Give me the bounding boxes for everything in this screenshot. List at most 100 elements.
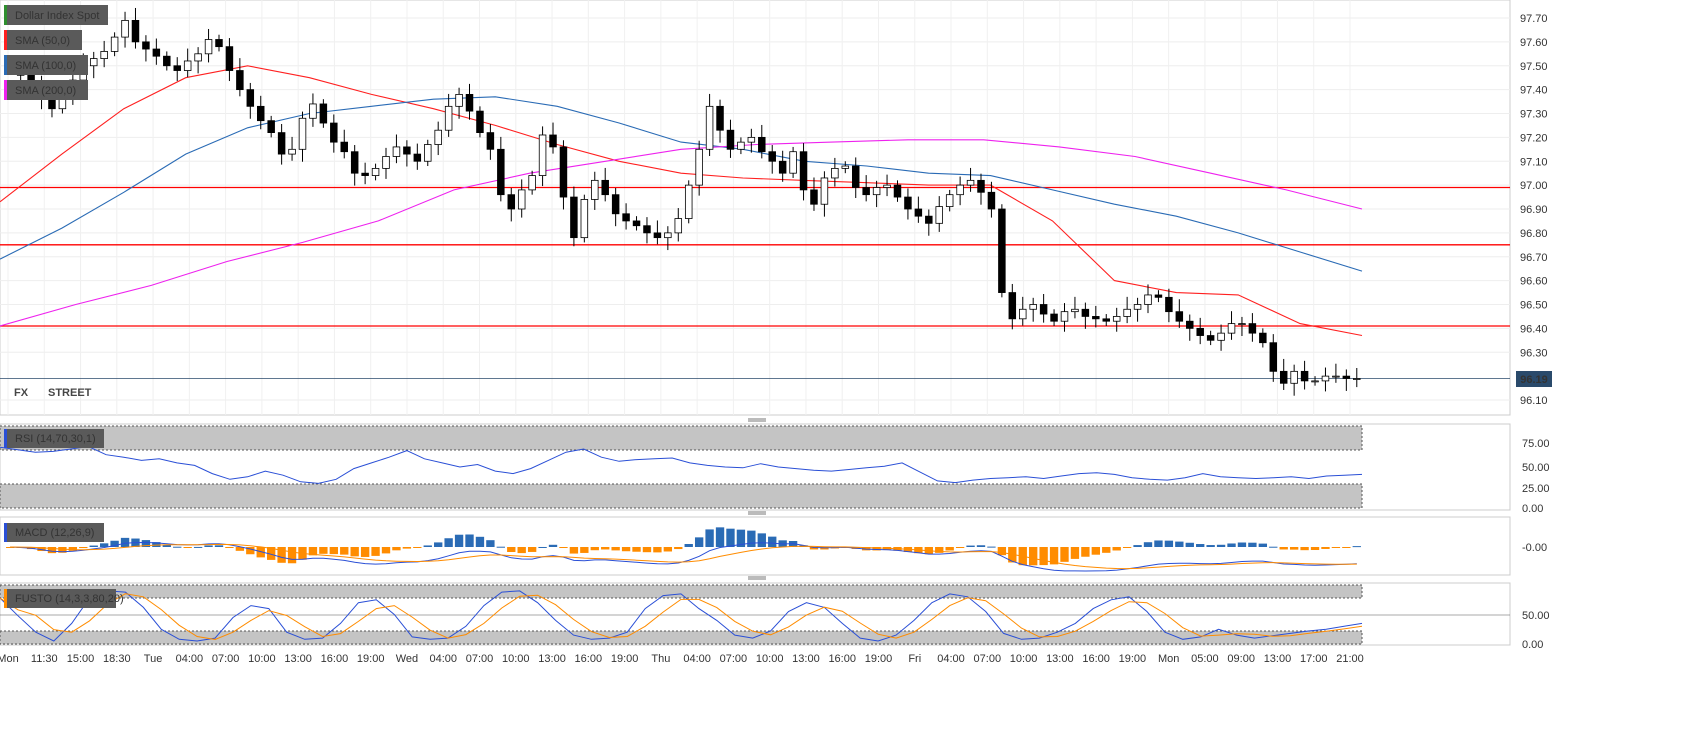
sma-line	[0, 96, 1363, 272]
macd-bar	[1237, 542, 1247, 547]
macd-bar	[287, 547, 297, 564]
candle-body	[925, 215, 933, 224]
rsi-axis-0: 0.00	[1522, 503, 1543, 515]
macd-bar	[1269, 546, 1278, 548]
candle-body	[841, 165, 850, 169]
x-tick-label: Mon	[1158, 653, 1179, 665]
legend-sma200[interactable]: SMA (200,0)	[4, 80, 88, 100]
x-tick-label: 16:00	[321, 653, 349, 665]
y-tick-label: 96.80	[1520, 228, 1548, 240]
candle-body	[392, 146, 401, 157]
candle-body	[173, 65, 181, 71]
candle-body	[1290, 370, 1298, 384]
macd-bar	[329, 547, 338, 555]
legend-sma50[interactable]: SMA (50,0)	[4, 30, 82, 50]
macd-bar	[684, 544, 693, 547]
x-tick-label: Fri	[908, 653, 921, 665]
macd-bar	[872, 547, 881, 551]
macd-bar	[569, 547, 579, 554]
x-tick-label: Tue	[144, 653, 163, 665]
panel-splitter-3[interactable]	[748, 576, 766, 580]
y-tick-label: 96.10	[1520, 395, 1548, 407]
candle-body	[236, 70, 244, 91]
macd-bar	[214, 545, 224, 547]
candle-body	[163, 55, 171, 67]
macd-bar	[152, 542, 161, 547]
sma-line	[0, 139, 1363, 327]
macd-bar	[1070, 547, 1080, 559]
candle-body	[904, 196, 912, 210]
x-tick-label: 15:00	[67, 653, 95, 665]
y-tick-label: 97.00	[1520, 180, 1548, 192]
x-tick-label: 17:00	[1300, 653, 1328, 665]
macd-bar	[308, 547, 318, 556]
candle-body	[987, 191, 996, 210]
macd-bar	[1331, 547, 1341, 548]
candle-body	[225, 46, 234, 71]
rsi-axis-25: 25.00	[1522, 483, 1550, 495]
macd-bar	[37, 547, 46, 552]
fusto-d-line	[0, 593, 1363, 641]
macd-bar	[1352, 546, 1361, 548]
candle-body	[288, 148, 296, 155]
watermark-street: STREET	[48, 387, 92, 399]
rsi-axis-75: 75.00	[1522, 438, 1550, 450]
macd-bar	[1196, 544, 1205, 547]
candle-body	[142, 41, 150, 50]
macd-bar	[173, 546, 182, 548]
candle-body	[549, 134, 557, 148]
x-tick-label: 13:00	[284, 653, 312, 665]
panel-splitter-1[interactable]	[748, 418, 766, 422]
legend-sma100[interactable]: SMA (100,0)	[4, 55, 88, 75]
macd-bar	[1060, 547, 1069, 562]
candle-body	[810, 189, 818, 205]
x-tick-label: 04:00	[937, 653, 965, 665]
candle-body	[664, 232, 672, 239]
candle-body	[340, 141, 348, 153]
macd-bar	[1039, 547, 1048, 566]
fusto-oversold-zone	[0, 630, 1363, 645]
panel-splitter-2[interactable]	[748, 511, 766, 515]
macd-bar	[632, 547, 641, 552]
candle-body	[298, 117, 307, 150]
candle-body	[559, 146, 568, 198]
candle-body	[570, 196, 578, 239]
macd-bar	[1185, 542, 1194, 547]
x-tick-label: 19:00	[611, 653, 639, 665]
macd-bar	[1091, 547, 1100, 555]
candle-body	[1311, 380, 1319, 383]
candle-body	[1165, 296, 1173, 313]
candle-body	[1175, 311, 1184, 322]
candle-body	[1342, 375, 1351, 379]
candle-body	[956, 184, 964, 196]
candle-body	[538, 134, 547, 176]
macd-bar	[674, 547, 683, 550]
macd-bar	[1133, 545, 1142, 547]
x-tick-label: 04:00	[683, 653, 711, 665]
macd-bar	[68, 547, 78, 551]
macd-bar	[89, 545, 98, 547]
candle-body	[1123, 308, 1131, 317]
macd-bar	[694, 537, 704, 547]
macd-axis-0: -0.00	[1522, 542, 1547, 554]
legend-rsi[interactable]: RSI (14,70,30,1)	[4, 429, 104, 448]
y-tick-label: 96.70	[1520, 252, 1548, 264]
legend-fusto[interactable]: FUSTO (14,3,3,80,20)	[4, 589, 124, 608]
macd-bar	[1342, 547, 1351, 548]
y-tick-label: 97.10	[1520, 156, 1548, 168]
candle-body	[1353, 378, 1361, 380]
candle-body	[789, 151, 797, 174]
legend-instrument[interactable]: Dollar Index Spot	[4, 5, 108, 25]
macd-bar	[507, 547, 516, 552]
candle-body	[695, 148, 703, 186]
candle-body	[893, 184, 902, 198]
rsi-line	[0, 445, 1363, 484]
macd-bar	[486, 540, 495, 547]
candle-body	[872, 187, 881, 196]
candle-body	[998, 208, 1006, 293]
macd-bar	[204, 545, 213, 547]
legend-macd[interactable]: MACD (12,26,9)	[4, 523, 104, 542]
x-tick-label: 09:00	[1227, 653, 1255, 665]
macd-bar	[590, 547, 599, 551]
